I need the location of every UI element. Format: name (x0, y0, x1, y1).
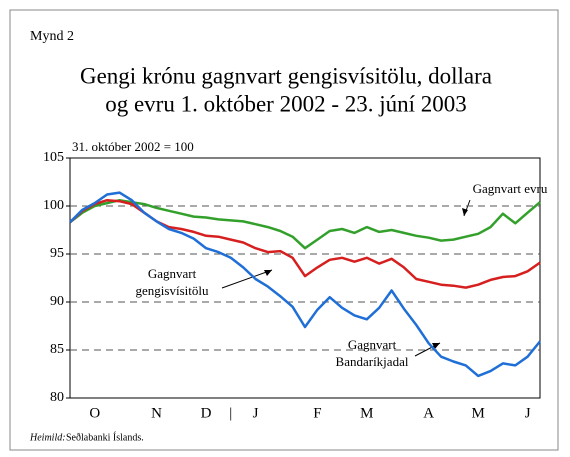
x-tick-label: J (253, 405, 259, 421)
series-line (69, 198, 541, 250)
plot-area (69, 157, 541, 399)
y-tick-label: 100 (43, 198, 64, 213)
subtitle: 31. október 2002 = 100 (72, 139, 194, 154)
frame (9, 9, 559, 451)
x-tick-label: M (360, 405, 373, 421)
series-annotation: Gagnvart (348, 337, 397, 352)
x-tick-label: M (471, 405, 484, 421)
series-line (69, 198, 541, 289)
x-tick-label: F (313, 405, 321, 421)
y-tick-label: 80 (50, 390, 64, 405)
x-tick-label: D (201, 405, 212, 421)
arrow-head (264, 270, 272, 276)
figure-label: Mynd 2 (30, 29, 74, 44)
annotation-arrow (221, 269, 273, 289)
y-tick-label: 85 (50, 342, 64, 357)
series-annotation: Gagnvart (148, 266, 197, 281)
x-tick-label: N (151, 405, 162, 421)
arrow-head (462, 208, 468, 216)
chart-title: og evru 1. október 2002 - 23. júní 2003 (105, 91, 467, 116)
y-tick-label: 90 (50, 294, 64, 309)
x-tick-label: J (525, 405, 531, 421)
arrow-head (432, 343, 440, 349)
source: Seðlabanki Íslands. (66, 431, 144, 443)
source-label: Heimild: (29, 432, 66, 443)
series-annotation: Bandaríkjadal (336, 354, 409, 369)
x-tick-label: O (89, 405, 100, 421)
x-tick-label: | (229, 405, 232, 421)
series-annotation: Gagnvart evru (473, 181, 548, 196)
x-tick-label: A (423, 405, 434, 421)
y-tick-label: 95 (50, 246, 64, 261)
series-annotation: gengisvísitölu (136, 283, 209, 298)
series-line (69, 191, 541, 378)
y-tick-label: 105 (43, 150, 64, 165)
chart-title: Gengi krónu gagnvart gengisvísitölu, dol… (80, 63, 492, 88)
